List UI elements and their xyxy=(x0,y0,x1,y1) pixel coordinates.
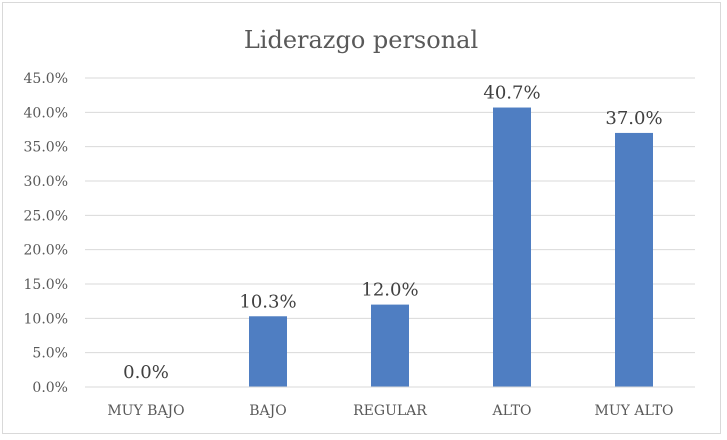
x-tick-label: MUY BAJO xyxy=(107,403,184,419)
bar xyxy=(615,132,653,387)
x-tick-label: MUY ALTO xyxy=(595,403,674,419)
y-tick-label: 20.0% xyxy=(24,243,68,259)
y-tick-label: 30.0% xyxy=(24,174,68,190)
data-label: 10.3% xyxy=(239,291,296,312)
y-axis: 0.0% 5.0% 10.0% 15.0% 20.0% 25.0% 30.0% 35.0% 40… xyxy=(24,71,68,396)
y-tick-label: 35.0% xyxy=(24,140,68,156)
data-label: 0.0% xyxy=(123,362,169,383)
bars: 0.0% 10.3% 12.0% 40.7% 37.0% xyxy=(123,83,663,387)
y-tick-label: 0.0% xyxy=(32,380,68,396)
chart-title: Liderazgo personal xyxy=(244,26,478,54)
data-label: 40.7% xyxy=(483,83,540,104)
bar xyxy=(249,316,287,387)
y-tick-label: 40.0% xyxy=(24,105,68,121)
chart-frame xyxy=(2,2,721,434)
y-tick-label: 5.0% xyxy=(32,346,68,362)
x-axis: MUY BAJO BAJO REGULAR ALTO MUY ALTO xyxy=(85,386,695,419)
bar xyxy=(493,107,531,387)
x-tick-label: REGULAR xyxy=(353,403,427,419)
data-label: 37.0% xyxy=(605,108,662,129)
y-tick-label: 45.0% xyxy=(24,71,68,87)
y-tick-label: 15.0% xyxy=(24,277,68,293)
y-tick-label: 25.0% xyxy=(24,208,68,224)
x-tick-label: BAJO xyxy=(249,403,287,419)
bar xyxy=(371,304,409,387)
data-label: 12.0% xyxy=(361,280,418,301)
x-tick-label: ALTO xyxy=(491,403,531,419)
y-tick-label: 10.0% xyxy=(24,311,68,327)
